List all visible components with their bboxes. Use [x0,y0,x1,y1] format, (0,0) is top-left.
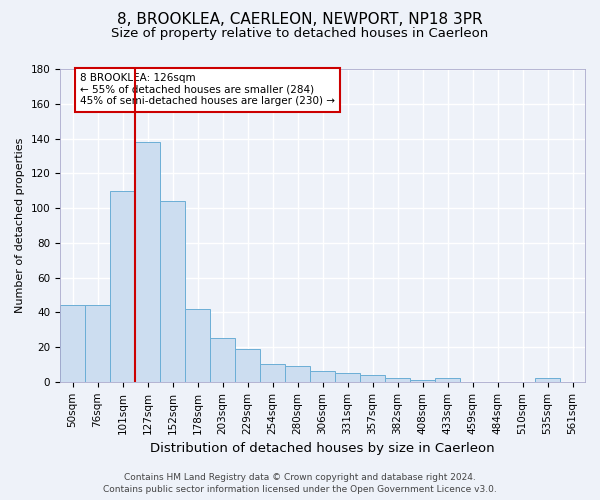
Y-axis label: Number of detached properties: Number of detached properties [15,138,25,313]
Bar [385,378,410,382]
Bar [310,372,335,382]
Text: 8 BROOKLEA: 126sqm
← 55% of detached houses are smaller (284)
45% of semi-detach: 8 BROOKLEA: 126sqm ← 55% of detached hou… [80,74,335,106]
Bar [235,349,260,382]
Bar [360,375,385,382]
Bar [110,190,135,382]
Bar [85,306,110,382]
Text: Size of property relative to detached houses in Caerleon: Size of property relative to detached ho… [112,28,488,40]
Bar [135,142,160,382]
Bar [535,378,560,382]
Bar [210,338,235,382]
X-axis label: Distribution of detached houses by size in Caerleon: Distribution of detached houses by size … [150,442,495,455]
Bar [260,364,285,382]
Bar [60,306,85,382]
Bar [410,380,435,382]
Bar [285,366,310,382]
Bar [160,201,185,382]
Text: Contains HM Land Registry data © Crown copyright and database right 2024.
Contai: Contains HM Land Registry data © Crown c… [103,472,497,494]
Bar [335,373,360,382]
Bar [435,378,460,382]
Bar [185,309,210,382]
Text: 8, BROOKLEA, CAERLEON, NEWPORT, NP18 3PR: 8, BROOKLEA, CAERLEON, NEWPORT, NP18 3PR [117,12,483,28]
